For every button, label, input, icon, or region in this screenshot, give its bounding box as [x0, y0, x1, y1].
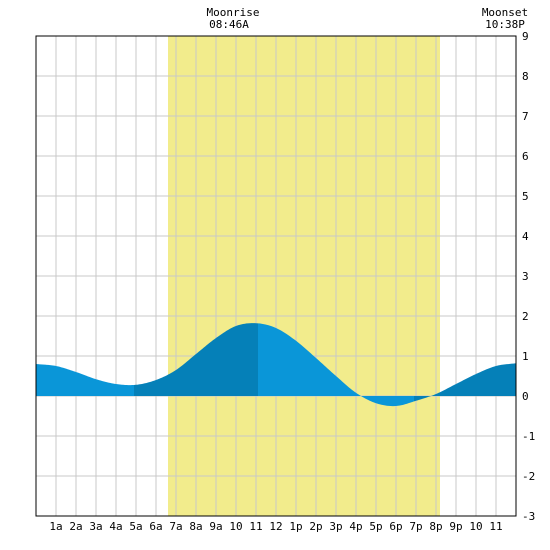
y-tick-label: 8 [522, 70, 529, 83]
x-tick-label: 5p [369, 520, 382, 533]
tide-segment [134, 323, 258, 396]
x-tick-label: 3p [329, 520, 342, 533]
y-tick-label: 9 [522, 30, 529, 43]
moonrise-label: Moonrise [207, 6, 260, 19]
y-tick-label: -2 [522, 470, 535, 483]
y-tick-label: 2 [522, 310, 529, 323]
tide-segment [36, 364, 134, 396]
x-tick-label: 4p [349, 520, 362, 533]
x-tick-label: 10 [229, 520, 242, 533]
x-tick-label: 9p [449, 520, 462, 533]
y-tick-label: -3 [522, 510, 535, 523]
x-tick-label: 1a [49, 520, 62, 533]
x-tick-label: 12 [269, 520, 282, 533]
x-tick-label: 9a [209, 520, 222, 533]
x-tick-label: 11 [249, 520, 262, 533]
y-tick-label: 4 [522, 230, 529, 243]
y-tick-label: 5 [522, 190, 529, 203]
y-tick-label: 1 [522, 350, 529, 363]
moonset-time: 10:38P [485, 18, 525, 31]
y-tick-label: 6 [522, 150, 529, 163]
y-tick-label: -1 [522, 430, 535, 443]
tide-segment [414, 363, 516, 402]
x-tick-label: 3a [89, 520, 102, 533]
x-tick-label: 8p [429, 520, 442, 533]
tide-area [36, 323, 516, 407]
x-tick-label: 11 [489, 520, 502, 533]
x-tick-label: 6a [149, 520, 162, 533]
plot-border [35, 35, 517, 517]
y-tick-labels: -3 -2 -1 0 1 2 3 4 5 6 7 8 9 [522, 30, 535, 523]
x-tick-label: 8a [189, 520, 202, 533]
x-tick-labels: 1a 2a 3a 4a 5a 6a 7a 8a 9a 10 11 12 1p 2p 3p 4p 5p 6p 7p 8p… [49, 520, 502, 533]
x-tick-label: 10 [469, 520, 482, 533]
moonset-label: Moonset [482, 6, 528, 19]
x-tick-label: 4a [109, 520, 122, 533]
x-tick-label: 2p [309, 520, 322, 533]
grid-lines [36, 36, 516, 516]
x-tick-label: 5a [129, 520, 142, 533]
y-tick-label: 7 [522, 110, 529, 123]
x-tick-label: 1p [289, 520, 302, 533]
moonrise-time: 08:46A [209, 18, 249, 31]
x-tick-label: 6p [389, 520, 402, 533]
y-tick-label: 3 [522, 270, 529, 283]
y-tick-label: 0 [522, 390, 529, 403]
x-tick-label: 7a [169, 520, 182, 533]
tide-segment [258, 323, 414, 407]
x-tick-label: 2a [69, 520, 82, 533]
x-tick-label: 7p [409, 520, 422, 533]
